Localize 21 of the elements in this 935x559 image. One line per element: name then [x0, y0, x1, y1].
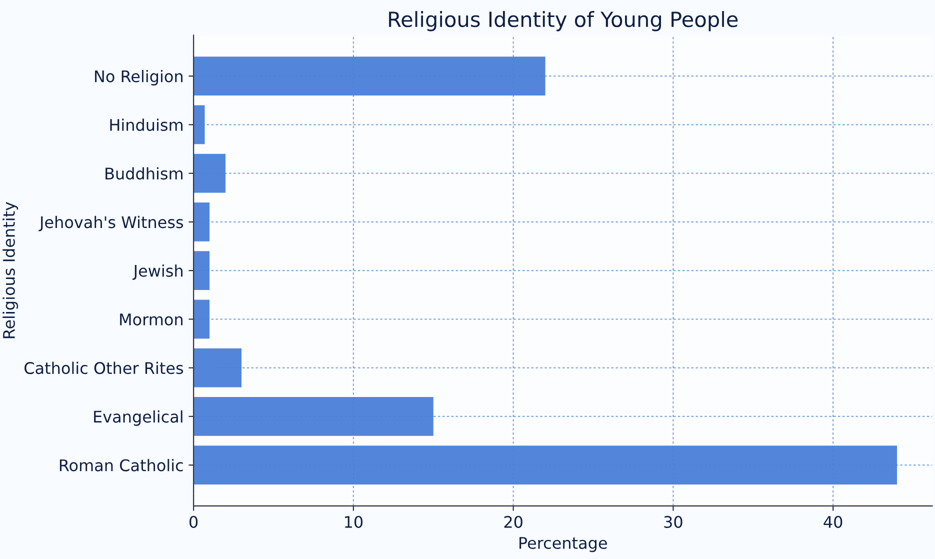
y-axis-title: Religious Identity	[2, 202, 18, 338]
y-tick-label: Jehovah's Witness	[38, 216, 184, 232]
y-tick-label: Roman Catholic	[60, 458, 183, 472]
bar	[194, 105, 205, 144]
y-tick-label: No Religion	[95, 70, 182, 86]
bar	[194, 300, 210, 339]
x-tick-label: 40	[824, 516, 842, 528]
x-axis-title: Percentage	[520, 537, 607, 552]
x-tick-label: 10	[345, 516, 363, 528]
y-tick-label: Jewish	[132, 264, 182, 280]
y-tick-label: Hinduism	[110, 118, 182, 131]
x-tick-label: 20	[504, 516, 522, 528]
y-tick-label: Catholic Other Rites	[24, 362, 184, 374]
x-tick-label: 0	[190, 516, 198, 528]
x-tick-label: 30	[664, 516, 682, 528]
y-tick-label: Mormon	[120, 314, 182, 326]
y-tick-label: Buddhism	[106, 167, 182, 180]
bar	[194, 202, 210, 242]
bar	[194, 251, 210, 290]
y-tick-label: Evangelical	[94, 410, 182, 426]
chart-title: Religious Identity of Young People	[389, 11, 738, 32]
